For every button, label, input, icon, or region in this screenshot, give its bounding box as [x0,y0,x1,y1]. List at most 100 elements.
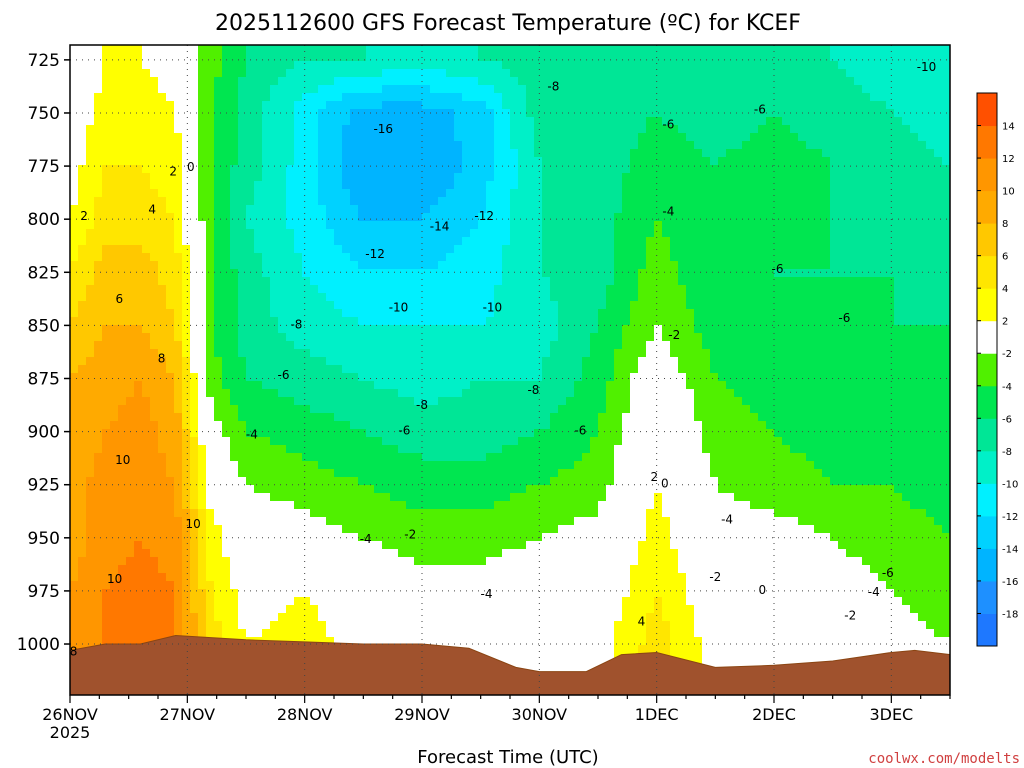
temperature-cell [806,197,815,206]
temperature-cell [238,205,247,214]
temperature-cell [550,317,559,326]
temperature-cell [478,117,487,126]
temperature-cell [678,117,687,126]
temperature-cell [918,45,927,54]
temperature-cell [294,157,303,166]
temperature-cell [926,125,935,134]
temperature-cell [318,309,327,318]
temperature-cell [622,45,631,54]
temperature-cell [942,277,951,286]
temperature-cell [886,253,895,262]
temperature-cell [102,133,111,142]
temperature-cell [662,277,671,286]
temperature-cell [438,53,447,62]
temperature-cell [422,141,431,150]
temperature-cell [230,389,239,398]
temperature-cell [214,93,223,102]
temperature-cell [878,309,887,318]
temperature-cell [150,269,159,278]
temperature-cell [646,93,655,102]
temperature-cell [830,357,839,366]
temperature-cell [102,229,111,238]
temperature-cell [838,357,847,366]
temperature-cell [126,69,135,78]
temperature-cell [310,197,319,206]
temperature-cell [942,309,951,318]
temperature-cell [334,205,343,214]
temperature-cell [110,253,119,262]
temperature-cell [614,61,623,70]
temperature-cell [366,93,375,102]
temperature-cell [766,269,775,278]
temperature-cell [598,197,607,206]
temperature-cell [926,325,935,334]
temperature-cell [798,69,807,78]
temperature-cell [382,277,391,286]
temperature-cell [694,277,703,286]
temperature-cell [694,61,703,70]
temperature-cell [478,61,487,70]
temperature-cell [334,61,343,70]
temperature-cell [862,69,871,78]
temperature-cell [422,253,431,262]
temperature-cell [118,285,127,294]
temperature-cell [390,133,399,142]
temperature-cell [598,77,607,86]
temperature-cell [590,149,599,158]
temperature-cell [870,269,879,278]
temperature-cell [886,269,895,278]
temperature-cell [726,397,735,406]
temperature-cell [134,157,143,166]
temperature-cell [534,189,543,198]
temperature-cell [934,165,943,174]
temperature-cell [358,293,367,302]
temperature-cell [798,213,807,222]
temperature-cell [438,93,447,102]
temperature-cell [870,381,879,390]
temperature-cell [222,93,231,102]
temperature-cell [894,389,903,398]
temperature-cell [166,133,175,142]
temperature-cell [86,77,95,86]
temperature-cell [78,357,87,366]
temperature-cell [566,157,575,166]
temperature-cell [478,269,487,278]
temperature-cell [662,341,671,350]
temperature-cell [926,293,935,302]
temperature-cell [406,125,415,134]
temperature-cell [398,109,407,118]
temperature-cell [638,93,647,102]
temperature-cell [598,69,607,78]
temperature-cell [246,77,255,86]
temperature-cell [702,53,711,62]
temperature-cell [646,53,655,62]
temperature-cell [294,229,303,238]
temperature-cell [438,245,447,254]
temperature-cell [350,309,359,318]
temperature-cell [294,381,303,390]
temperature-cell [174,101,183,110]
temperature-cell [374,53,383,62]
temperature-cell [222,357,231,366]
temperature-cell [798,333,807,342]
temperature-cell [150,317,159,326]
temperature-cell [174,309,183,318]
temperature-cell [430,341,439,350]
temperature-cell [870,285,879,294]
temperature-cell [598,149,607,158]
temperature-cell [710,269,719,278]
temperature-cell [790,157,799,166]
temperature-cell [166,269,175,278]
temperature-cell [526,61,535,70]
temperature-cell [830,173,839,182]
temperature-cell [638,109,647,118]
temperature-cell [790,245,799,254]
temperature-cell [358,133,367,142]
temperature-cell [310,245,319,254]
temperature-cell [670,221,679,230]
temperature-cell [382,237,391,246]
temperature-cell [102,277,111,286]
temperature-cell [182,365,191,374]
temperature-cell [494,357,503,366]
temperature-cell [846,373,855,382]
